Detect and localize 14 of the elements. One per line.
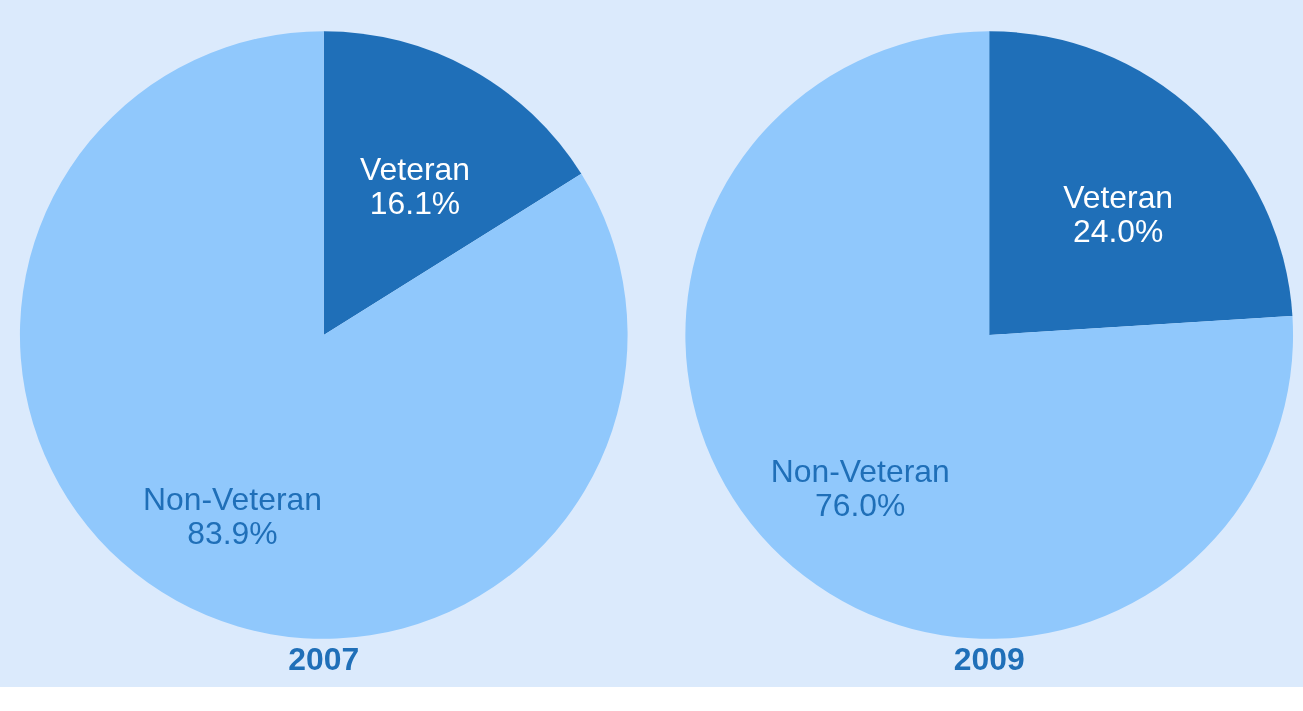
slice-label: Non-Veteran (143, 480, 322, 517)
text: 2007 (288, 640, 360, 677)
pie-slice (989, 31, 1293, 336)
slice-label: Veteran (360, 151, 470, 188)
data-label: 16.1% (369, 185, 461, 222)
slice-label: Veteran (1063, 178, 1174, 215)
data-label: 76.0% (815, 487, 906, 524)
slice-label: Non-Veteran (770, 453, 950, 490)
data-label: 83.9% (187, 514, 278, 551)
pie-slice (323, 31, 582, 336)
pie-slice (20, 31, 628, 639)
text: 2009 (953, 640, 1025, 677)
pie-slice (685, 31, 1293, 639)
data-label: 24.0% (1072, 212, 1164, 249)
